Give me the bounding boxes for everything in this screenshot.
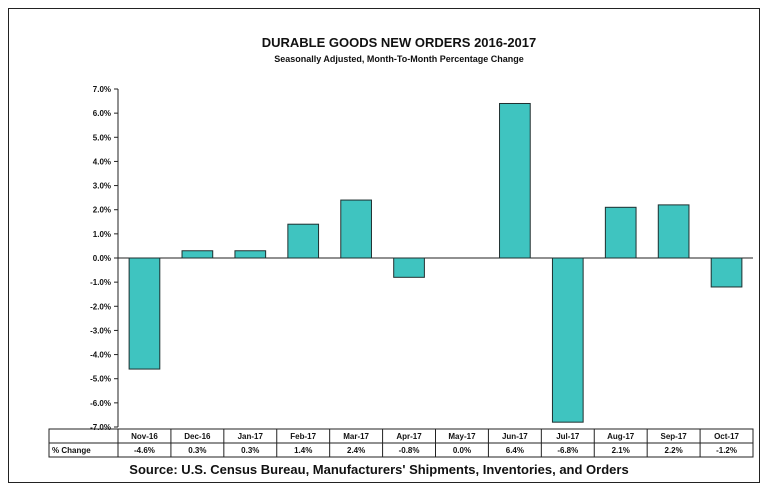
- category-label: May-17: [448, 432, 476, 441]
- y-tick-label: -5.0%: [90, 375, 111, 384]
- value-label: 0.0%: [453, 446, 471, 455]
- category-label: Jul-17: [556, 432, 580, 441]
- bar-aug-17: [604, 206, 637, 259]
- y-tick-label: 4.0%: [93, 157, 111, 166]
- bar-mar-17: [340, 199, 372, 259]
- bar-jul-17: [551, 257, 584, 423]
- value-label: -4.6%: [134, 446, 155, 455]
- bar-apr-17: [393, 257, 425, 278]
- category-label: Apr-17: [396, 432, 422, 441]
- category-label: Mar-17: [343, 432, 369, 441]
- y-tick-label: 7.0%: [93, 85, 111, 94]
- y-tick-label: -1.0%: [90, 278, 111, 287]
- chart-title: DURABLE GOODS NEW ORDERS 2016-2017: [262, 35, 537, 50]
- chart-svg: DURABLE GOODS NEW ORDERS 2016-2017 Seaso…: [48, 35, 754, 477]
- category-label: Nov-16: [131, 432, 158, 441]
- y-tick-label: 1.0%: [93, 230, 111, 239]
- category-label: Aug-17: [607, 432, 635, 441]
- category-label: Jun-17: [502, 432, 528, 441]
- category-label: Feb-17: [290, 432, 316, 441]
- category-label: Oct-17: [714, 432, 739, 441]
- category-label: Sep-17: [661, 432, 688, 441]
- value-label: 1.4%: [294, 446, 312, 455]
- value-label: -1.2%: [716, 446, 737, 455]
- value-label: 0.3%: [241, 446, 259, 455]
- table-row-label: % Change: [52, 446, 91, 455]
- category-label: Dec-16: [184, 432, 211, 441]
- y-tick-label: 2.0%: [93, 206, 111, 215]
- y-tick-label: -6.0%: [90, 399, 111, 408]
- source-note: Source: U.S. Census Bureau, Manufacturer…: [129, 462, 628, 477]
- bar-nov-16: [128, 257, 161, 370]
- y-tick-label: -4.0%: [90, 351, 111, 360]
- value-label: 6.4%: [506, 446, 524, 455]
- chart-subtitle: Seasonally Adjusted, Month-To-Month Perc…: [274, 54, 524, 64]
- y-tick-label: -2.0%: [90, 302, 111, 311]
- bar-oct-17: [710, 257, 743, 288]
- value-label: 0.3%: [188, 446, 206, 455]
- value-label: 2.2%: [665, 446, 683, 455]
- y-tick-label: 5.0%: [93, 133, 111, 142]
- bar-jan-17: [234, 250, 267, 259]
- value-label: 2.4%: [347, 446, 365, 455]
- value-label: -0.8%: [399, 446, 420, 455]
- value-label: 2.1%: [612, 446, 630, 455]
- bar-sep-17: [657, 204, 690, 259]
- y-tick-label: 3.0%: [93, 182, 111, 191]
- bar-dec-16: [181, 250, 214, 259]
- category-label: Jan-17: [238, 432, 264, 441]
- y-tick-label: -3.0%: [90, 326, 111, 335]
- chart-frame: DURABLE GOODS NEW ORDERS 2016-2017 Seaso…: [8, 8, 760, 483]
- value-label: -6.8%: [557, 446, 578, 455]
- y-tick-label: -7.0%: [90, 423, 111, 432]
- y-tick-label: 0.0%: [93, 254, 111, 263]
- y-tick-label: 6.0%: [93, 109, 111, 118]
- bar-jun-17: [499, 102, 531, 259]
- plot-area: 7.0% 6.0% 5.0% 4.0% 3.0% 2.0% 1.0% 0.0% -1.0% -2.…: [90, 85, 753, 432]
- data-table: % Change Nov-16 -4.6% Dec-16 0.3% Jan-17 0.3% F…: [48, 428, 754, 458]
- bar-feb-17: [287, 223, 320, 259]
